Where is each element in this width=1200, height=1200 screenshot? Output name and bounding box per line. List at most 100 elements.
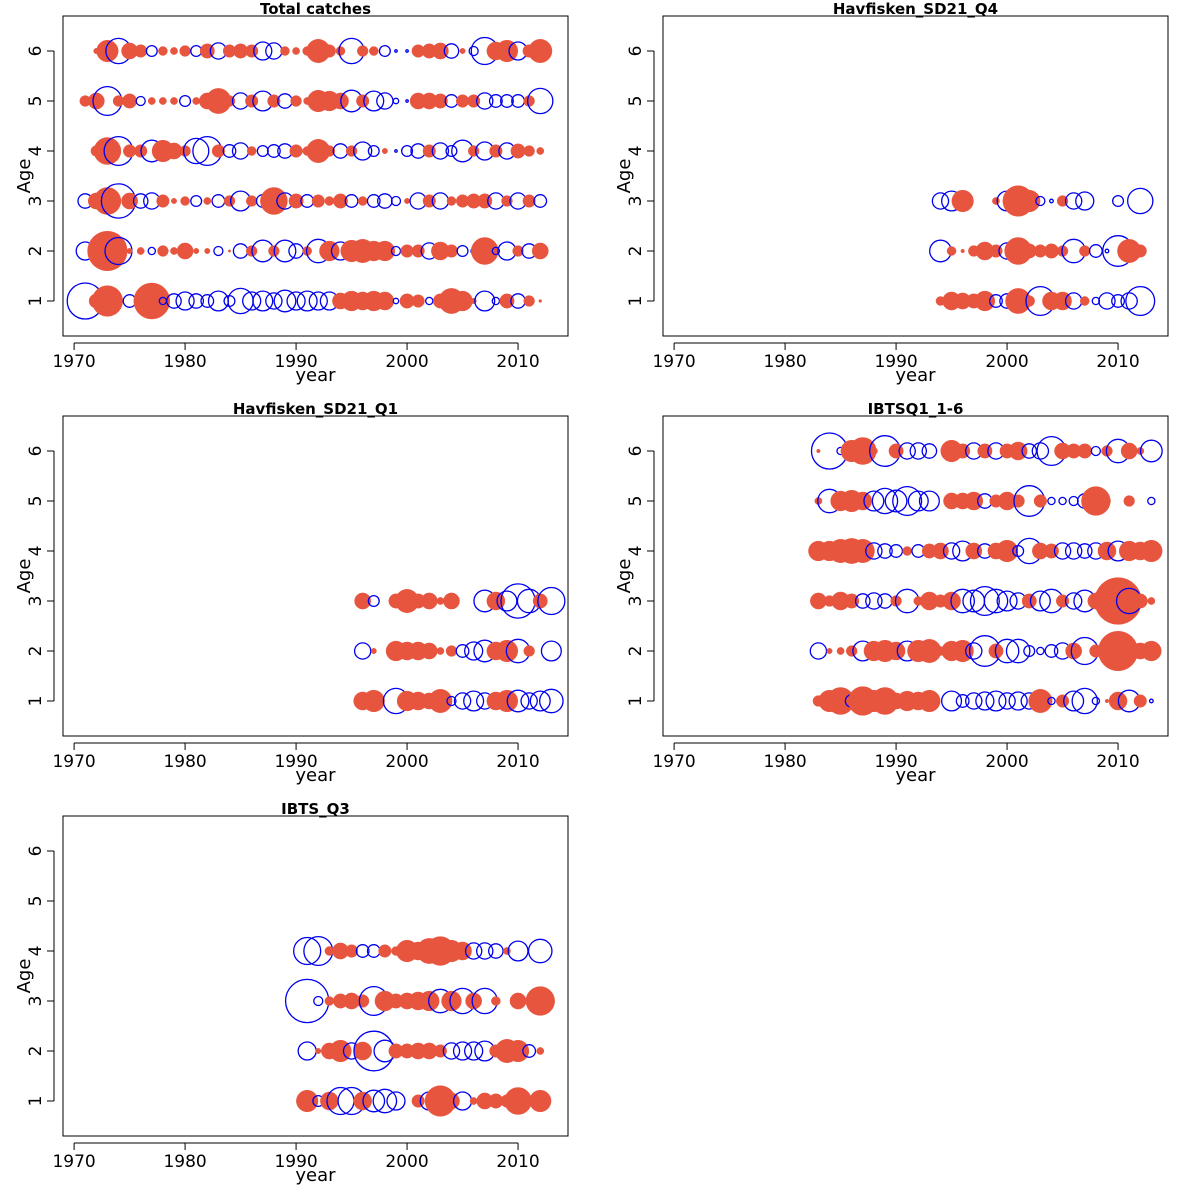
positive-residual-bubble [122, 93, 138, 109]
positive-residual-bubble [179, 45, 191, 57]
positive-residual-bubble [223, 195, 236, 207]
negative-residual-bubble [1075, 191, 1095, 211]
negative-residual-bubble [372, 1088, 398, 1114]
negative-residual-bubble [394, 49, 398, 53]
positive-residual-bubble [826, 648, 833, 654]
positive-residual-bubble [93, 137, 122, 165]
negative-residual-bubble [252, 290, 274, 312]
positive-residual-bubble [370, 648, 377, 654]
negative-residual-bubble [188, 293, 205, 309]
positive-residual-bubble [404, 198, 411, 204]
x-axis: 1970 1980 1990 2000 2010 year [52, 342, 540, 386]
positive-residual-bubble [816, 448, 821, 454]
y-axis: 1 2 3 4 5 6 Age [14, 46, 55, 307]
x-axis: 1970 1980 1990 2000 2010 year [652, 742, 1140, 786]
negative-residual-bubble [132, 193, 149, 209]
positive-residual-bubble [1028, 689, 1053, 713]
y-tick-label: 5 [26, 496, 46, 507]
positive-residual-bubble [362, 689, 385, 713]
panel-4: IBTSQ1_1-6 1970 1980 1990 2000 2010 year 1 2 3 4 5 6… [614, 400, 1169, 786]
positive-residual-bubble [134, 44, 148, 58]
positive-residual-bubble [443, 1092, 460, 1110]
negative-residual-bubble [965, 642, 983, 660]
negative-residual-bubble [1023, 644, 1036, 658]
negative-residual-bubble [491, 246, 501, 256]
x-tick-label: 2010 [496, 752, 539, 772]
negative-residual-bubble [877, 543, 893, 559]
negative-residual-bubble [950, 588, 976, 614]
negative-residual-bubble [527, 938, 553, 964]
positive-residual-bubble [902, 546, 912, 556]
positive-residual-bubble [468, 145, 480, 157]
y-tick-label: 5 [26, 896, 46, 907]
negative-residual-bubble [921, 443, 938, 459]
panel-title: Havfisken_SD21_Q1 [233, 400, 398, 418]
positive-residual-bubble [1018, 189, 1041, 213]
positive-residual-bubble [456, 94, 470, 108]
positive-residual-bubble [319, 240, 340, 262]
negative-residual-bubble [474, 290, 496, 312]
y-tick-label: 3 [26, 196, 46, 207]
positive-residual-bubble [996, 539, 1019, 563]
x-tick-label: 2010 [1096, 352, 1139, 372]
panel-title: Total catches [260, 0, 371, 18]
negative-residual-bubble [222, 144, 237, 158]
positive-residual-bubble [1140, 539, 1163, 563]
negative-residual-bubble [182, 137, 210, 165]
x-axis-label: year [295, 365, 336, 386]
negative-residual-bubble [200, 294, 215, 308]
panel-title: IBTS_Q3 [281, 800, 350, 818]
y-tick-label: 5 [626, 496, 646, 507]
y-tick-label: 3 [26, 996, 46, 1007]
negative-residual-bubble [363, 90, 385, 112]
positive-residual-bubble [322, 44, 336, 58]
positive-residual-bubble [523, 95, 535, 107]
positive-residual-bubble [133, 282, 171, 320]
positive-residual-bubble [1123, 495, 1135, 507]
negative-residual-bubble [507, 940, 529, 962]
negative-residual-bubble [232, 243, 249, 259]
negative-residual-bubble [1125, 285, 1156, 317]
negative-residual-bubble [464, 641, 484, 661]
y-tick-label: 2 [26, 646, 46, 657]
negative-residual-bubble [884, 489, 908, 513]
positive-residual-bubble [486, 591, 506, 611]
positive-residual-bubble [356, 994, 370, 1008]
positive-residual-bubble [121, 192, 138, 210]
negative-residual-bubble [1031, 442, 1050, 460]
positive-residual-bubble [1133, 244, 1147, 258]
y-tick-label: 4 [26, 146, 46, 157]
negative-residual-bubble [431, 142, 450, 160]
positive-residual-bubble [510, 143, 526, 159]
x-tick-label: 1970 [652, 352, 695, 372]
y-axis: 1 2 3 4 5 6 Age [614, 446, 655, 706]
positive-residual-bubble [375, 291, 395, 311]
plot-frame [62, 815, 569, 1137]
positive-residual-bubble [400, 244, 414, 258]
positive-residual-bubble [1033, 494, 1047, 508]
negative-residual-bubble [1112, 194, 1125, 208]
positive-residual-bubble [335, 46, 346, 56]
positive-residual-bubble [96, 39, 119, 63]
x-tick-label: 2000 [385, 1152, 428, 1172]
negative-residual-bubble [463, 690, 485, 712]
positive-residual-bubble [223, 95, 236, 107]
negative-residual-bubble [442, 1042, 461, 1060]
x-axis-label: year [295, 1165, 336, 1186]
negative-residual-bubble [983, 588, 1009, 614]
y-tick-label: 1 [26, 296, 46, 307]
positive-residual-bubble [420, 592, 438, 610]
positive-residual-bubble [87, 92, 105, 110]
positive-residual-bubble [170, 47, 178, 55]
negative-residual-bubble [488, 943, 504, 959]
negative-residual-bubble [1064, 592, 1083, 610]
negative-residual-bubble [539, 688, 564, 714]
x-tick-label: 2010 [496, 1152, 539, 1172]
positive-residual-bubble [444, 244, 459, 258]
positive-residual-bubble [320, 1091, 339, 1111]
negative-residual-bubble [1098, 292, 1116, 310]
positive-residual-bubble [93, 187, 122, 215]
panel-3: Havfisken_SD21_Q1 1970 1980 1990 2000 2010 yea… [14, 400, 569, 786]
positive-residual-bubble [296, 1089, 319, 1113]
positive-residual-bubble [290, 95, 302, 107]
